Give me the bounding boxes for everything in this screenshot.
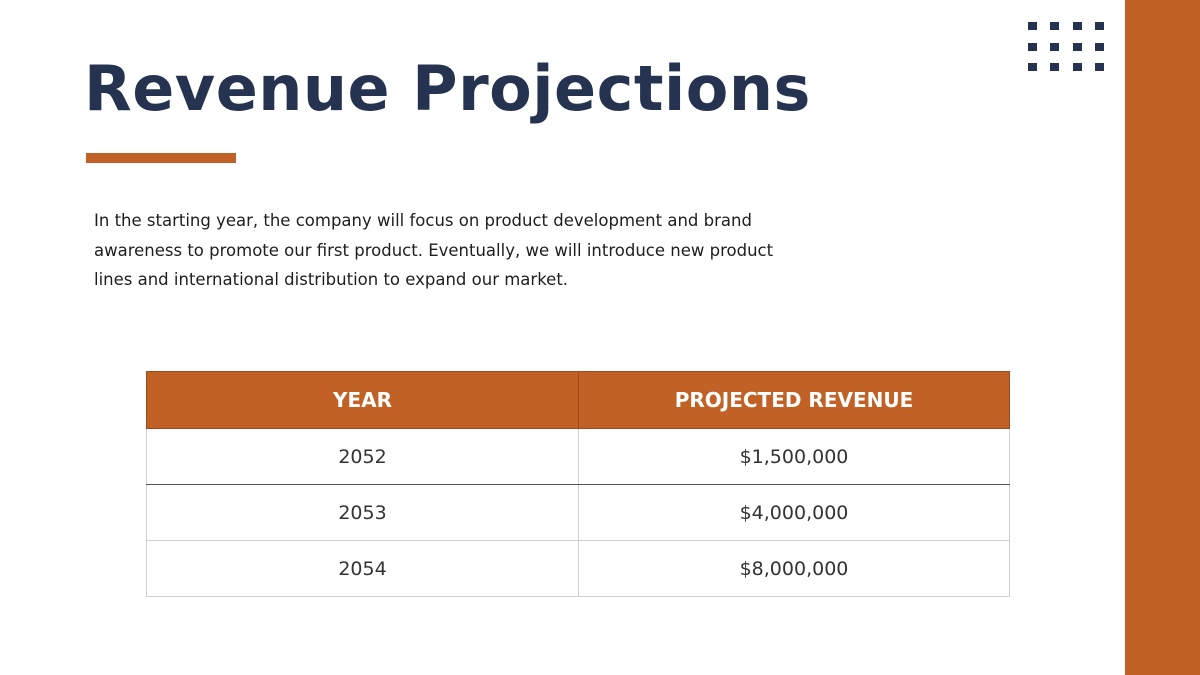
year-cell: 2054: [146, 540, 579, 597]
paragraph: In the starting year, the company will f…: [94, 211, 774, 289]
title: Revenue Projections: [84, 52, 811, 125]
header-row: YEAR PROJECTED REVENUE: [146, 371, 1010, 429]
year-cell: 2052: [146, 428, 579, 485]
column-header: YEAR: [146, 371, 579, 429]
table-row: 2052 $1,500,000: [146, 428, 1010, 485]
revenue-table: YEAR PROJECTED REVENUE 2052 $1,500,000 205…: [146, 371, 1010, 597]
table-row: 2054 $8,000,000: [146, 540, 1010, 597]
revenue-cell: $4,000,000: [578, 484, 1010, 541]
table-row: 2053 $4,000,000: [146, 484, 1010, 541]
revenue-cell: $1,500,000: [578, 428, 1010, 485]
column-header: PROJECTED REVENUE: [578, 371, 1010, 429]
side-strip: [1125, 0, 1200, 675]
revenue-cell: $8,000,000: [578, 540, 1010, 597]
year-cell: 2053: [146, 484, 579, 541]
title-rule: [86, 153, 236, 163]
dot-grid: [1028, 22, 1104, 71]
